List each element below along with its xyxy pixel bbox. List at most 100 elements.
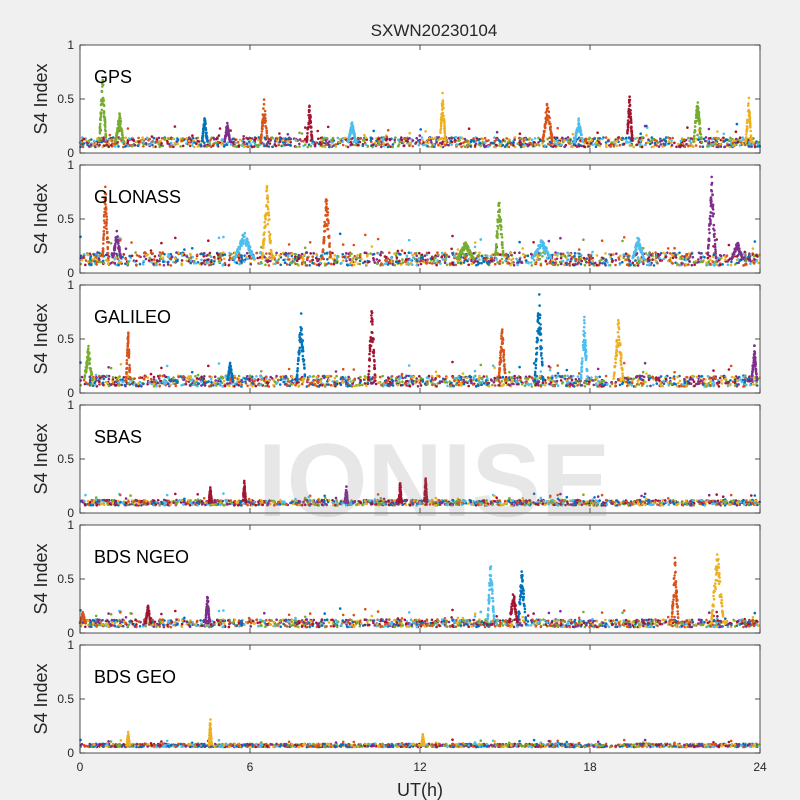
data-point xyxy=(268,237,272,240)
data-point xyxy=(267,264,271,267)
data-point xyxy=(648,142,652,146)
data-point xyxy=(135,259,138,263)
data-point xyxy=(495,243,498,246)
data-point xyxy=(755,260,758,263)
data-point xyxy=(648,262,652,265)
data-point xyxy=(615,252,618,255)
data-point xyxy=(151,252,154,255)
data-point xyxy=(99,122,102,126)
data-point xyxy=(326,224,329,227)
data-point xyxy=(94,373,98,377)
data-point xyxy=(583,263,587,267)
data-point xyxy=(463,137,467,141)
data-point xyxy=(529,261,533,264)
data-point xyxy=(203,123,206,127)
data-point xyxy=(245,251,249,255)
data-point xyxy=(420,136,424,139)
data-point xyxy=(327,236,331,239)
data-point xyxy=(693,125,697,128)
data-point xyxy=(707,244,710,247)
data-point xyxy=(226,127,230,131)
data-point xyxy=(341,253,345,256)
data-point xyxy=(206,261,209,265)
data-point xyxy=(209,138,213,141)
data-point xyxy=(90,263,93,267)
data-point xyxy=(103,225,106,229)
data-point xyxy=(609,145,612,148)
data-point xyxy=(690,263,694,267)
data-point xyxy=(142,145,145,148)
data-point xyxy=(265,126,268,130)
data-point xyxy=(363,133,366,137)
data-point xyxy=(461,137,464,140)
data-point xyxy=(124,136,128,139)
data-point xyxy=(590,138,593,142)
data-point xyxy=(400,138,404,142)
data-point xyxy=(358,262,362,266)
data-point xyxy=(448,262,452,265)
data-point xyxy=(450,140,454,144)
data-point xyxy=(518,132,522,135)
data-point xyxy=(206,258,210,262)
data-point xyxy=(696,133,699,137)
data-point xyxy=(644,252,648,255)
data-point xyxy=(325,208,328,211)
data-point xyxy=(348,258,352,261)
data-point xyxy=(495,258,499,261)
data-point xyxy=(205,136,209,139)
data-point xyxy=(463,244,466,248)
data-point xyxy=(309,121,312,125)
data-point xyxy=(555,139,558,143)
data-point xyxy=(350,252,353,256)
data-point xyxy=(626,130,629,133)
data-point xyxy=(732,251,736,255)
data-point xyxy=(308,264,312,267)
data-point xyxy=(151,143,154,147)
data-point xyxy=(204,121,207,124)
data-point xyxy=(468,249,471,253)
data-point xyxy=(704,136,708,139)
data-point xyxy=(419,128,423,131)
data-point xyxy=(462,261,466,264)
data-point xyxy=(122,253,126,256)
data-point xyxy=(689,141,693,145)
data-point xyxy=(226,382,229,385)
data-point xyxy=(84,263,87,267)
data-point xyxy=(714,260,717,264)
data-point xyxy=(304,264,308,267)
data-point xyxy=(421,259,424,263)
data-point xyxy=(604,264,607,267)
data-point xyxy=(262,98,266,101)
data-point xyxy=(698,145,702,148)
data-point xyxy=(708,223,712,226)
data-point xyxy=(144,257,148,261)
data-point xyxy=(441,111,444,115)
data-point xyxy=(437,260,441,264)
data-point xyxy=(493,262,497,266)
data-point xyxy=(503,140,507,143)
data-point xyxy=(329,254,332,257)
data-point xyxy=(547,239,551,243)
data-point xyxy=(185,255,189,258)
data-point xyxy=(126,141,129,145)
data-point xyxy=(643,361,647,365)
data-point xyxy=(127,144,130,148)
data-point xyxy=(640,249,644,253)
data-point xyxy=(598,375,601,379)
data-point xyxy=(746,120,749,123)
data-point xyxy=(173,141,177,145)
data-point xyxy=(734,247,738,251)
data-point xyxy=(567,138,570,142)
data-point xyxy=(520,137,523,140)
data-point xyxy=(753,240,757,243)
data-point xyxy=(487,139,490,142)
data-point xyxy=(289,144,293,147)
data-point xyxy=(323,220,326,224)
data-point xyxy=(322,238,326,242)
data-point xyxy=(189,261,192,265)
data-point xyxy=(612,145,616,148)
data-point xyxy=(354,140,358,144)
data-point xyxy=(84,259,88,262)
data-point xyxy=(631,261,635,265)
